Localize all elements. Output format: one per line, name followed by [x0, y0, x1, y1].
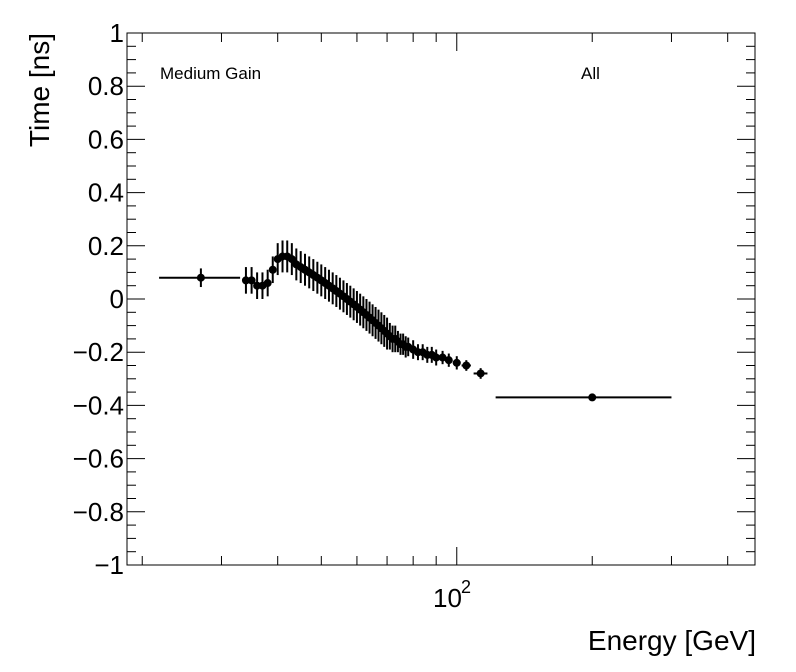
data-point	[268, 256, 277, 284]
data-point	[473, 368, 488, 379]
data-point	[159, 268, 241, 288]
y-tick-labels: −1 −0.8 −0.6 −0.4 −0.2 0 0.2 0.4 0.6 0.8 1	[73, 18, 124, 580]
data-point	[432, 349, 441, 366]
frame	[126, 32, 756, 566]
point-marker	[432, 353, 441, 362]
x-tick-labels: 10 2	[433, 577, 471, 613]
data-point	[258, 272, 267, 299]
point-marker	[247, 276, 256, 285]
y-tick-label: 0.2	[88, 231, 124, 261]
axis-ticks	[127, 32, 755, 566]
point-marker	[444, 356, 453, 365]
point-marker	[438, 353, 447, 362]
data-point	[263, 269, 272, 297]
y-tick-label: −0.4	[73, 390, 124, 420]
point-marker	[476, 369, 485, 378]
y-tick-label: −0.2	[73, 337, 124, 367]
point-marker	[268, 265, 277, 274]
data-point	[461, 360, 471, 371]
x-axis-title: Energy [GeV]	[588, 625, 756, 656]
data-point	[495, 393, 672, 402]
y-tick-label: −0.6	[73, 444, 124, 474]
annotation-all: All	[581, 64, 600, 83]
x-tick-label-exponent: 2	[461, 577, 471, 597]
x-tick-label-base: 10	[433, 583, 462, 613]
point-marker	[263, 279, 272, 288]
point-marker	[588, 393, 597, 402]
point-marker	[287, 255, 296, 264]
point-marker	[462, 361, 471, 370]
data-point	[273, 243, 282, 276]
data-point	[287, 243, 296, 276]
y-tick-label: 0.8	[88, 71, 124, 101]
point-marker	[196, 273, 205, 282]
data-point	[438, 350, 447, 365]
y-tick-label: −1	[94, 550, 124, 580]
annotation-medium-gain: Medium Gain	[160, 64, 261, 83]
y-tick-label: 0.6	[88, 124, 124, 154]
y-tick-label: 0	[110, 284, 124, 314]
point-marker	[241, 276, 250, 285]
data-point	[444, 353, 453, 367]
data-points	[159, 240, 672, 402]
y-axis-title: Time [ns]	[24, 33, 55, 147]
data-point	[247, 267, 256, 294]
y-tick-label: 1	[110, 18, 124, 48]
point-marker	[452, 358, 461, 367]
y-tick-label: 0.4	[88, 178, 124, 208]
y-tick-label: −0.8	[73, 497, 124, 527]
data-point	[452, 356, 461, 370]
